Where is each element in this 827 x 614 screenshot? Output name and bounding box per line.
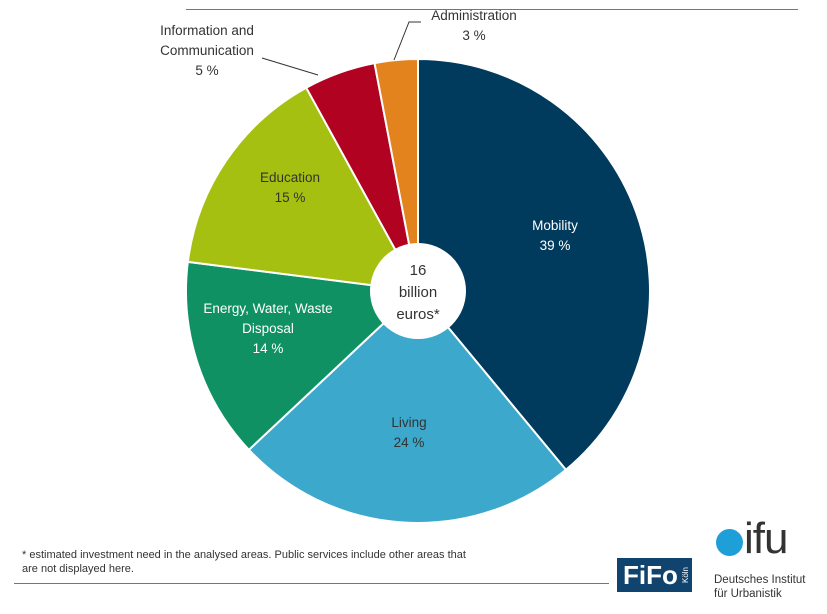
pie-chart: Mobility 39 % Living 24 % Energy, Water, Was… xyxy=(160,8,651,524)
difu-logo-line2: für Urbanistik xyxy=(714,588,782,600)
difu-logo: ifu Deutsches Institut für Urbanistik xyxy=(712,514,827,614)
difu-dot-icon xyxy=(716,529,743,556)
difu-logo-word: ifu xyxy=(744,514,788,563)
pie-slice xyxy=(186,86,420,293)
difu-logo-line1: Deutsches Institut xyxy=(714,574,806,586)
fifo-logo-subtext: Köln xyxy=(680,566,690,583)
pie-slice xyxy=(185,260,421,452)
slice-label: Administration 3 % xyxy=(431,8,517,43)
bottom-rule xyxy=(14,583,609,584)
fifo-logo-text: FiFo xyxy=(623,559,678,590)
footnote: * estimated investment need in the analy… xyxy=(22,549,466,575)
leader-line xyxy=(393,21,421,61)
slice-label: Energy, Water, Waste Disposal 14 % xyxy=(203,301,332,356)
pie-slice xyxy=(373,57,419,292)
center-label: 16 billion euros* xyxy=(396,262,440,323)
slice-label: Information and Communication 5 % xyxy=(160,23,254,78)
slice-label: Living 24 % xyxy=(391,415,426,450)
slice-label: Mobility 39 % xyxy=(532,218,578,253)
leader-line xyxy=(261,57,319,76)
slice-label: Education 15 % xyxy=(260,170,320,205)
fifo-logo: FiFo Köln xyxy=(617,558,692,592)
donut-hole xyxy=(370,243,466,339)
pie-slice xyxy=(247,289,568,524)
pie-slice xyxy=(417,57,651,472)
top-rule xyxy=(186,9,798,10)
